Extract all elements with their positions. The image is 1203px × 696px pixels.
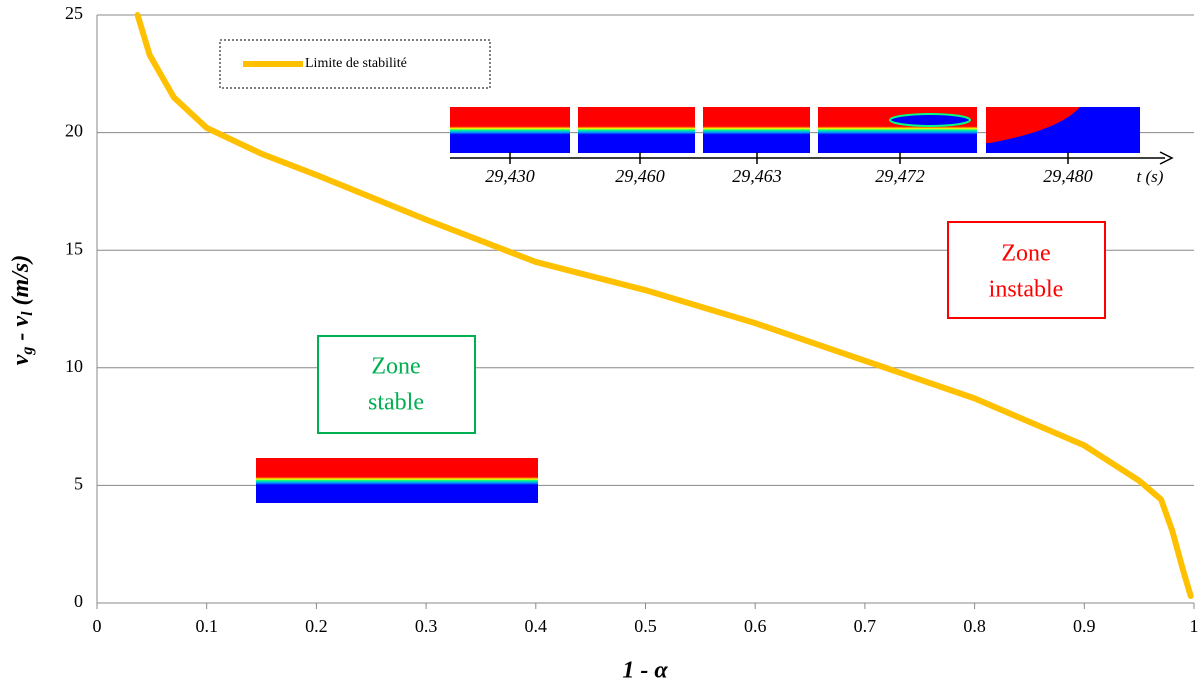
y-axis-label-part: l <box>19 311 36 316</box>
snapshot <box>703 107 810 153</box>
y-axis-label-part: v <box>8 354 34 365</box>
data-line <box>134 12 1194 599</box>
time-label: 29,460 <box>615 166 665 186</box>
snapshot-stable <box>256 458 538 503</box>
y-tick-label: 15 <box>65 238 83 258</box>
zone-instable-box <box>947 221 1106 319</box>
x-axis-label: 1 - α <box>622 658 668 684</box>
zone-stable: Zone <box>371 354 420 380</box>
x-tick-label: 0.2 <box>305 616 328 636</box>
y-tick-label: 0 <box>74 591 83 611</box>
zone-stable-box <box>317 335 476 434</box>
snapshot-wave <box>889 113 971 127</box>
time-label: 29,472 <box>875 166 925 186</box>
y-axis-label-part: - v <box>8 316 34 347</box>
x-tick-label: 0.3 <box>415 616 438 636</box>
y-tick-label: 20 <box>65 121 83 141</box>
y-axis-label: vg - vl (m/s) <box>8 255 36 365</box>
zone-instable: instable <box>989 277 1064 303</box>
legend-label: Limite de stabilité <box>305 56 407 71</box>
time-label: 29,463 <box>732 166 782 186</box>
x-tick-label: 0.9 <box>1073 616 1096 636</box>
y-axis-label-part: g <box>19 347 36 356</box>
legend: Limite de stabilité <box>219 39 491 89</box>
time-axis-label: t (s) <box>1137 167 1164 186</box>
x-tick-label: 0.6 <box>744 616 767 636</box>
time-arrow <box>1159 151 1174 165</box>
snapshot <box>578 107 695 153</box>
x-tick-label: 0.4 <box>525 616 548 636</box>
x-tick-label: 0.5 <box>634 616 657 636</box>
zone-instable: Zone <box>1001 241 1050 267</box>
time-label: 29,480 <box>1043 166 1093 186</box>
x-tick-label: 0.7 <box>854 616 877 636</box>
zone-stable: stable <box>368 390 424 416</box>
snapshot <box>450 107 570 153</box>
snapshot-wave <box>986 107 1140 143</box>
time-label: 29,430 <box>485 166 535 186</box>
snapshot <box>818 107 977 153</box>
y-tick-label: 10 <box>65 356 83 376</box>
x-tick-label: 0.1 <box>195 616 218 636</box>
x-tick-label: 1 <box>1190 616 1199 636</box>
y-tick-label: 25 <box>65 3 83 23</box>
y-axis-label-part: (m/s) <box>8 255 34 312</box>
y-tick-label: 5 <box>74 474 83 494</box>
x-tick-label: 0 <box>93 616 102 636</box>
snapshots <box>256 107 1174 503</box>
x-tick-label: 0.8 <box>963 616 986 636</box>
